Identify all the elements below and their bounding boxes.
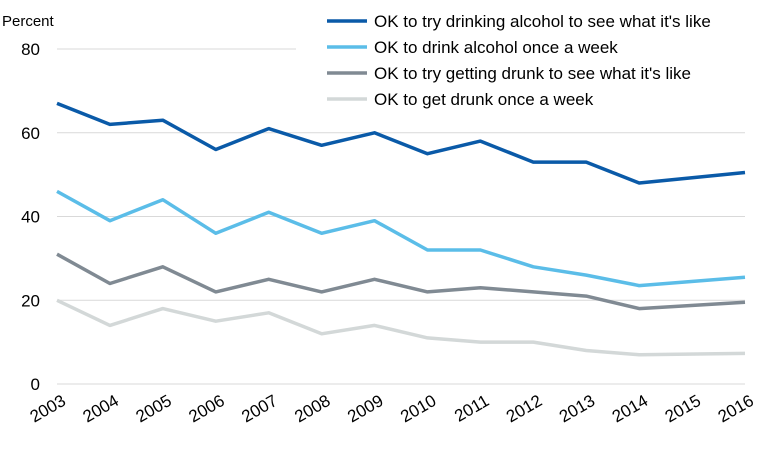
legend-item: OK to get drunk once a week bbox=[327, 90, 594, 109]
x-tick-label: 2006 bbox=[186, 391, 228, 426]
y-axis-title: Percent bbox=[2, 13, 55, 30]
x-tick-label: 2011 bbox=[451, 391, 492, 426]
y-tick-label: 60 bbox=[21, 124, 40, 143]
legend-item: OK to drink alcohol once a week bbox=[327, 38, 618, 57]
legend-label: OK to try getting drunk to see what it's… bbox=[374, 64, 691, 83]
y-tick-label: 0 bbox=[31, 375, 40, 394]
y-tick-label: 20 bbox=[21, 291, 40, 310]
x-tick-label: 2013 bbox=[556, 391, 598, 426]
y-tick-label: 40 bbox=[21, 208, 40, 227]
x-tick-label: 2010 bbox=[397, 391, 439, 426]
series-line bbox=[56, 252, 746, 311]
legend-label: OK to try drinking alcohol to see what i… bbox=[374, 12, 711, 31]
series-line bbox=[56, 101, 746, 185]
legend: OK to try drinking alcohol to see what i… bbox=[327, 12, 711, 109]
x-tick-label: 2003 bbox=[27, 391, 69, 426]
series-line bbox=[56, 298, 746, 357]
x-axis-ticks: 2003 2004 2005 2006 2007 2008 2009 2010 2011 2012… bbox=[27, 391, 757, 426]
legend-label: OK to get drunk once a week bbox=[374, 90, 594, 109]
legend-item: OK to try getting drunk to see what it's… bbox=[327, 64, 691, 83]
x-tick-label: 2004 bbox=[80, 391, 122, 426]
x-tick-label: 2015 bbox=[662, 391, 704, 426]
x-tick-label: 2009 bbox=[344, 391, 386, 426]
x-tick-label: 2008 bbox=[291, 391, 333, 426]
x-tick-label: 2014 bbox=[609, 391, 651, 426]
series-line bbox=[56, 189, 746, 288]
y-axis-ticks: 0 20 40 60 80 bbox=[21, 40, 40, 394]
gridlines bbox=[57, 48, 745, 385]
legend-label: OK to drink alcohol once a week bbox=[374, 38, 618, 57]
x-tick-label: 2005 bbox=[133, 391, 175, 426]
series-lines bbox=[56, 101, 746, 357]
x-tick-label: 2007 bbox=[238, 391, 280, 426]
y-tick-label: 80 bbox=[21, 40, 40, 59]
x-tick-label: 2012 bbox=[503, 391, 545, 426]
x-tick-label: 2016 bbox=[715, 391, 757, 426]
legend-item: OK to try drinking alcohol to see what i… bbox=[327, 12, 711, 31]
